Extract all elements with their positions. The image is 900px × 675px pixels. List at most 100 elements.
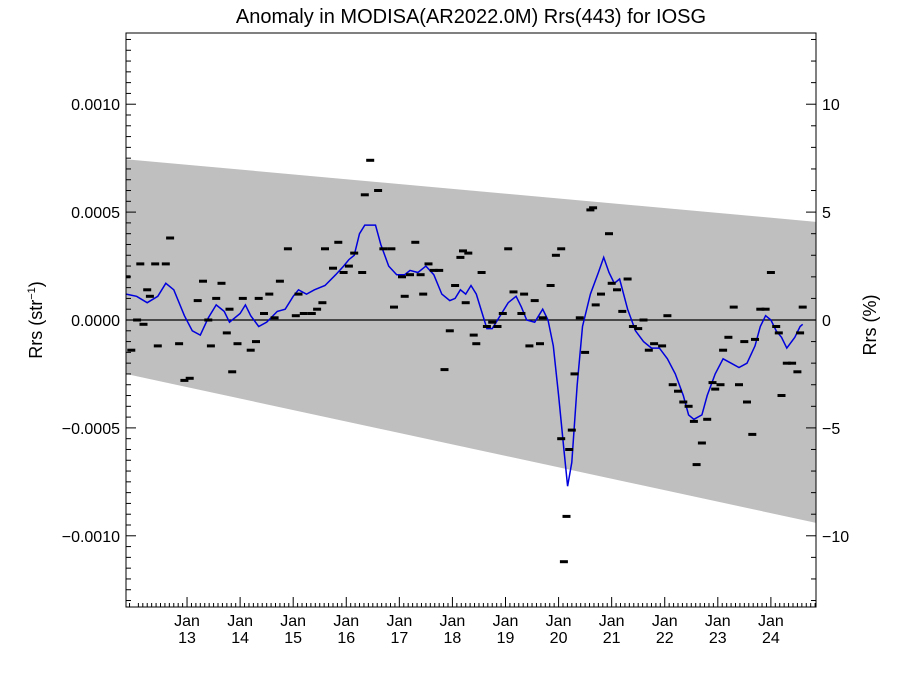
data-point [597,292,605,296]
data-point [390,305,398,309]
data-point [161,262,170,266]
data-point [663,314,672,318]
y-tick-label-right: −5 [822,421,840,438]
x-tick-label-year: 14 [231,630,249,647]
x-tick-label-year: 18 [444,630,462,647]
data-point [145,294,154,298]
data-point [724,335,733,339]
data-point [589,206,598,210]
data-point [788,361,797,365]
x-tick-label-year: 19 [497,630,515,647]
data-point [329,266,337,270]
data-point [766,271,775,274]
y-axis-label-right: Rrs (%) [860,295,880,356]
data-point [711,387,720,391]
data-point [246,348,255,352]
data-point [252,340,260,344]
data-point [139,322,148,326]
x-tick-label-year: 20 [550,630,568,647]
data-point [366,158,375,162]
data-point [440,368,449,372]
data-point [222,331,231,335]
data-point [238,296,247,300]
x-tick-label-month: Jan [705,613,731,630]
data-point [546,284,555,287]
data-point [586,208,595,212]
y-tick-label-left: −0.0005 [62,421,120,438]
data-point [658,344,667,348]
data-point [419,292,428,296]
data-point [538,316,547,320]
x-tick-label-year: 23 [709,630,727,647]
data-point [748,432,757,436]
data-point [461,301,470,305]
data-point [294,292,303,296]
data-point [504,247,513,251]
data-point [379,247,388,251]
data-point [204,318,213,322]
data-point [185,376,194,380]
y-tick-label-right: −10 [822,529,849,546]
data-point [565,448,574,451]
smoothed-line [126,224,804,487]
data-point [782,361,791,365]
data-point [509,290,518,294]
data-point [623,277,632,281]
y-tick-label-left: 0.0010 [71,97,120,114]
data-point [644,348,653,352]
data-point [445,329,454,333]
data-point [557,247,566,251]
data-point [400,294,409,298]
data-point [634,327,643,331]
x-tick-label-year: 15 [284,630,302,647]
y-axis-label-left-close: ) [26,281,46,287]
data-point [166,236,175,240]
data-point [618,309,627,313]
data-point [674,389,682,393]
data-point [493,325,502,328]
data-point [605,232,613,236]
data-point [774,331,783,335]
data-point [175,342,184,346]
data-point [344,264,353,268]
data-point [472,342,481,346]
y-tick-label-right: 0 [822,313,831,330]
y-axis-label-left-main: Rrs (str [26,300,46,359]
data-point [488,320,497,324]
data-point [459,249,467,253]
x-tick-label-year: 24 [762,630,780,647]
data-point [708,381,717,385]
data-point [456,255,465,259]
data-point [321,247,329,251]
data-point [650,342,659,346]
x-tick-label-month: Jan [227,613,253,630]
data-point [668,383,677,387]
data-point [291,314,300,318]
data-point [525,344,534,348]
data-point [429,268,438,272]
data-point [334,240,343,244]
data-point [719,348,728,352]
data-point [772,325,781,328]
data-point [607,281,616,285]
data-point [151,262,160,266]
y-tick-label-left: 0.0005 [71,205,120,222]
y-tick-label-left: 0.0000 [71,313,120,330]
y-axis-label-left: Rrs (str−1) [26,281,46,359]
data-point [127,348,136,352]
data-point [689,419,698,423]
x-tick-label-month: Jan [652,613,678,630]
data-point [180,378,189,382]
data-point [206,344,215,348]
data-point [591,303,600,307]
data-point [133,318,142,322]
data-point [406,273,414,277]
data-point [260,312,268,315]
data-point [559,560,568,564]
x-tick-label-year: 21 [603,630,621,647]
data-point [136,262,145,266]
data-point [482,325,491,328]
data-point [581,350,590,354]
data-point [350,251,359,255]
